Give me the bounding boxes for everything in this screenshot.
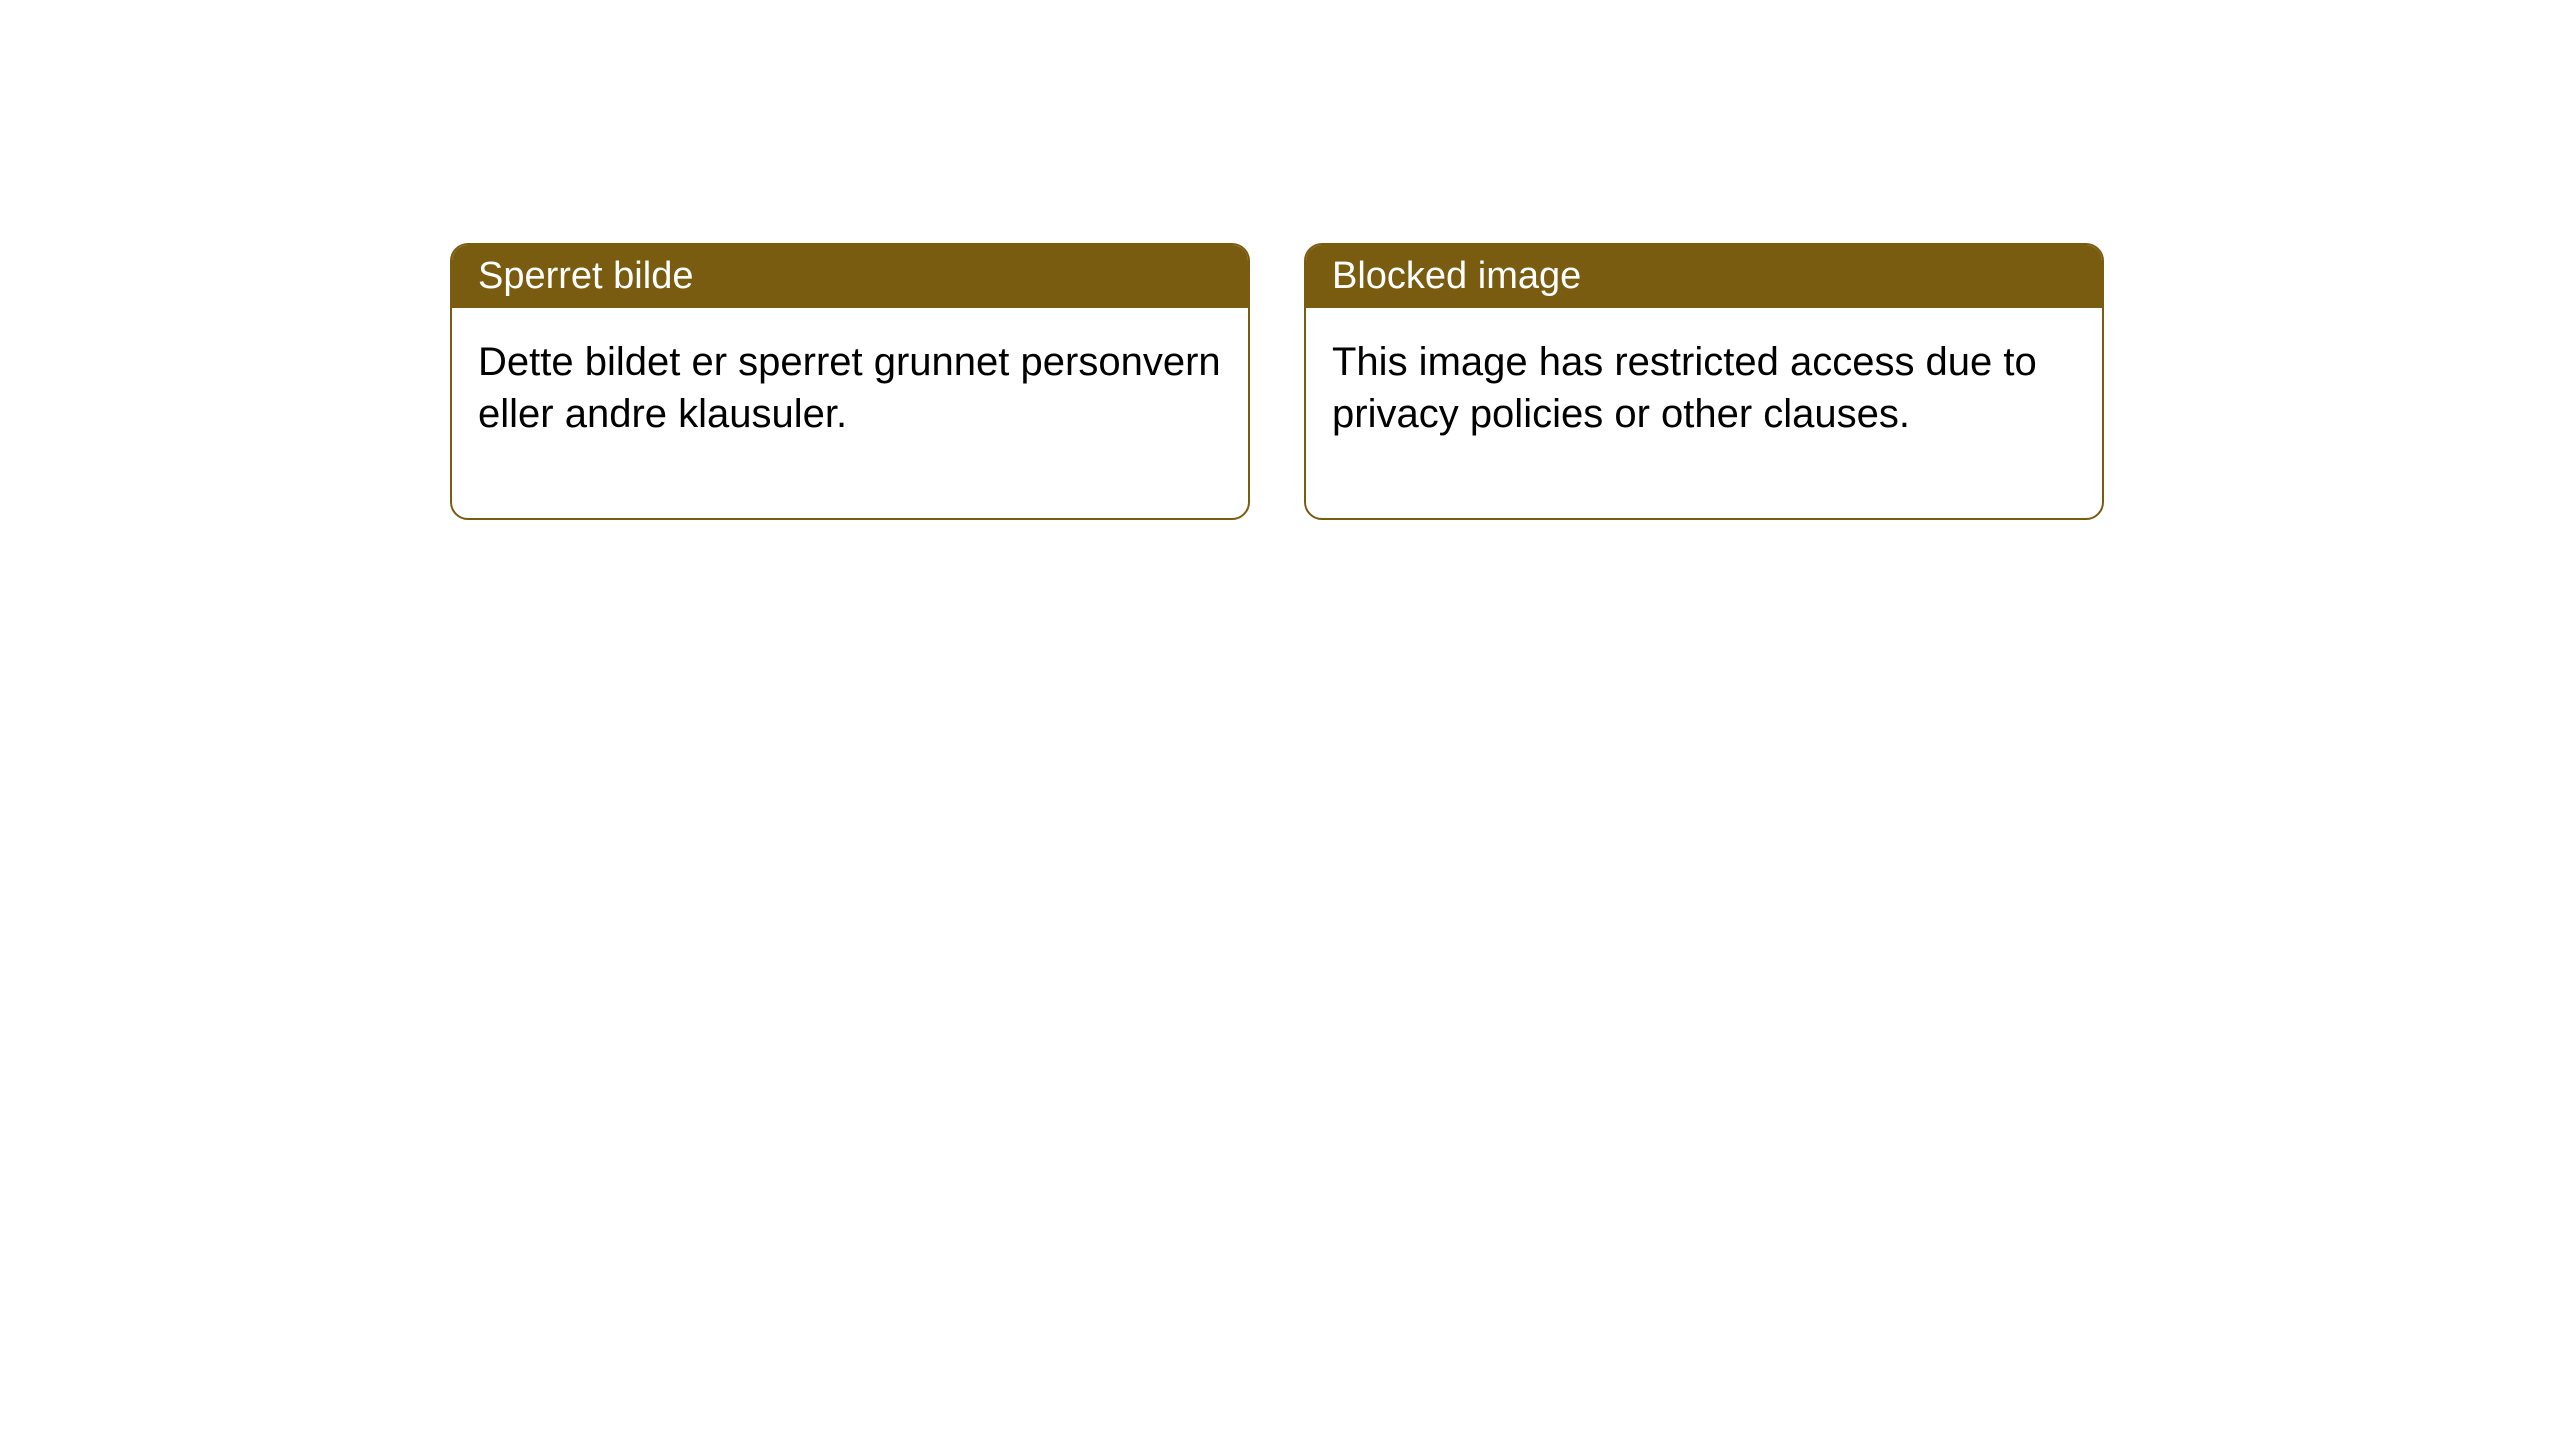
notice-container: Sperret bilde Dette bildet er sperret gr… (450, 243, 2104, 520)
notice-body-norwegian: Dette bildet er sperret grunnet personve… (452, 308, 1248, 518)
notice-body-english: This image has restricted access due to … (1306, 308, 2102, 518)
notice-header-norwegian: Sperret bilde (452, 245, 1248, 308)
notice-header-english: Blocked image (1306, 245, 2102, 308)
notice-card-english: Blocked image This image has restricted … (1304, 243, 2104, 520)
notice-card-norwegian: Sperret bilde Dette bildet er sperret gr… (450, 243, 1250, 520)
